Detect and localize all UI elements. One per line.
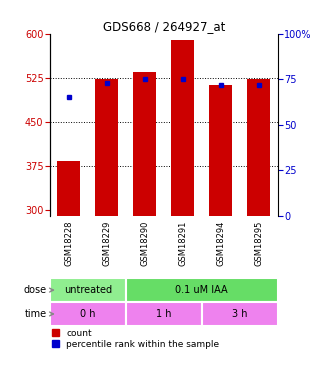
Bar: [50, 278, 126, 302]
Text: dose: dose: [23, 285, 47, 295]
Bar: [171, 40, 194, 216]
Text: GSM18291: GSM18291: [178, 220, 187, 266]
Bar: [202, 302, 278, 326]
Title: GDS668 / 264927_at: GDS668 / 264927_at: [102, 20, 225, 33]
Bar: [57, 161, 80, 216]
Text: GSM18295: GSM18295: [254, 220, 263, 266]
Text: 1 h: 1 h: [156, 309, 171, 319]
Text: GSM18228: GSM18228: [64, 220, 73, 266]
Text: time: time: [24, 309, 47, 319]
Text: 0 h: 0 h: [80, 309, 95, 319]
Legend: count, percentile rank within the sample: count, percentile rank within the sample: [52, 329, 220, 349]
Bar: [209, 85, 232, 216]
Text: GSM18290: GSM18290: [140, 220, 149, 266]
Bar: [247, 79, 270, 216]
Bar: [50, 302, 126, 326]
Bar: [126, 278, 278, 302]
Text: untreated: untreated: [64, 285, 112, 295]
Bar: [133, 72, 156, 216]
Text: 3 h: 3 h: [232, 309, 247, 319]
Text: GSM18294: GSM18294: [216, 220, 225, 266]
Text: GSM18229: GSM18229: [102, 220, 111, 266]
Bar: [126, 302, 202, 326]
Bar: [95, 79, 118, 216]
Text: 0.1 uM IAA: 0.1 uM IAA: [175, 285, 228, 295]
